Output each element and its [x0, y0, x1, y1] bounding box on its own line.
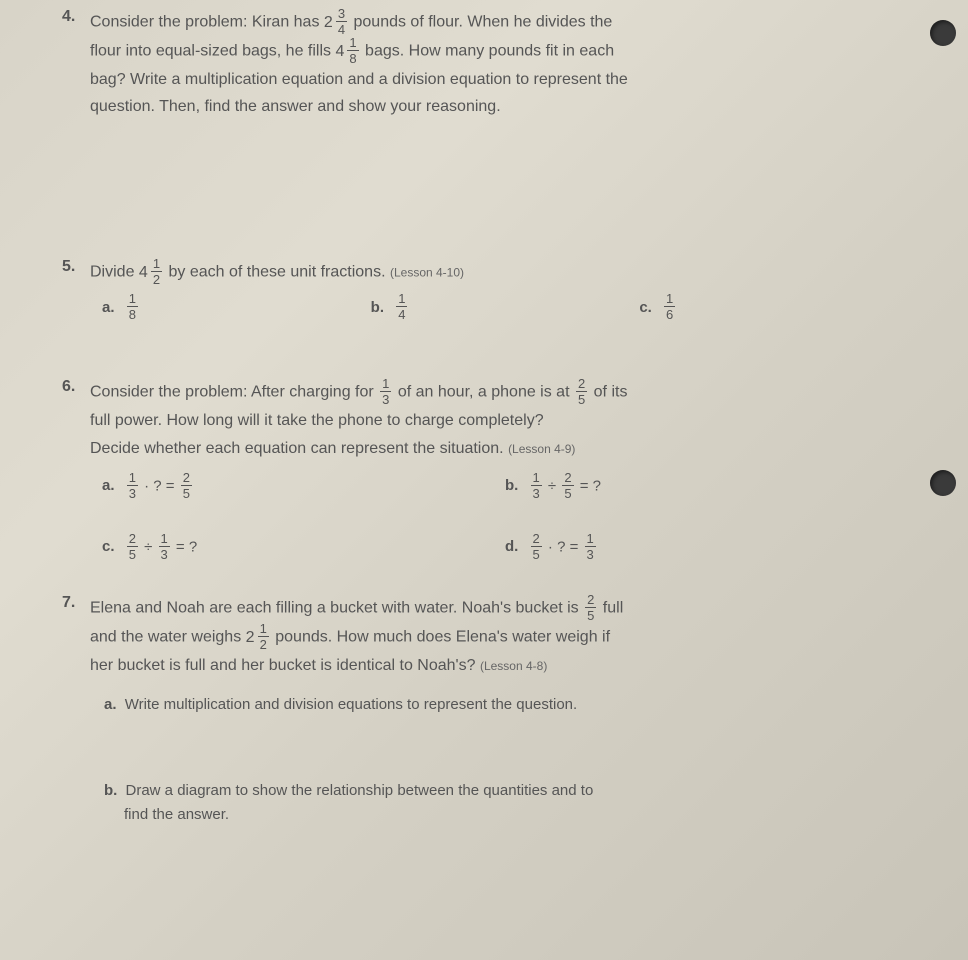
text: pounds. How much does Elena's water weig… [271, 628, 610, 645]
fraction: 25 [576, 377, 587, 406]
question-number: 6. [62, 378, 75, 396]
text: Write multiplication and division equati… [125, 696, 577, 713]
text: question. Then, find the answer and show… [90, 98, 501, 115]
mixed-fraction: 418 [335, 37, 360, 66]
text: pounds of flour. When he divides the [349, 14, 612, 31]
mixed-fraction: 234 [324, 8, 349, 37]
fraction: 13 [127, 471, 138, 500]
worksheet-page: 4. Consider the problem: Kiran has 234 p… [0, 0, 968, 875]
text: Draw a diagram to show the relationship … [126, 782, 594, 799]
lesson-ref: (Lesson 4-8) [480, 659, 547, 673]
option-c: c. 16 [639, 293, 908, 322]
option-c: c. 25 ÷ 13 = ? [102, 533, 505, 562]
option-a: a. 18 [102, 293, 371, 322]
text: bag? Write a multiplication equation and… [90, 71, 628, 88]
text: Decide whether each equation can represe… [90, 440, 504, 457]
fraction: 13 [585, 532, 596, 561]
text: bags. How many pounds fit in each [361, 43, 614, 60]
question-text: Elena and Noah are each filling a bucket… [90, 594, 908, 679]
fraction: 13 [531, 471, 542, 500]
text: Consider the problem: After charging for [90, 384, 378, 401]
question-text: Divide 412 by each of these unit fractio… [90, 258, 908, 287]
text: Elena and Noah are each filling a bucket… [90, 599, 583, 616]
text: find the answer. [124, 806, 229, 823]
fraction: 13 [380, 377, 391, 406]
text: of its [589, 384, 627, 401]
lesson-ref: (Lesson 4-10) [390, 266, 464, 280]
fraction: 16 [664, 292, 675, 321]
text: by each of these unit fractions. [164, 264, 385, 281]
option-b: b. 14 [371, 293, 640, 322]
mixed-fraction: 412 [139, 258, 164, 287]
text: Divide [90, 264, 139, 281]
text: Consider the problem: Kiran has [90, 14, 324, 31]
fraction: 25 [127, 532, 138, 561]
fraction: 25 [181, 471, 192, 500]
question-number: 7. [62, 594, 75, 612]
option-a: a. 13 · ? = 25 [102, 472, 505, 501]
text: and the water weighs [90, 628, 246, 645]
fraction: 18 [127, 292, 138, 321]
text: full [598, 599, 623, 616]
sub-question-a: a. Write multiplication and division equ… [104, 693, 908, 717]
option-d: d. 25 · ? = 13 [505, 533, 908, 562]
text: flour into equal-sized bags, he fills [90, 43, 335, 60]
text: full power. How long will it take the ph… [90, 412, 544, 429]
question-text: Consider the problem: Kiran has 234 poun… [90, 8, 908, 120]
question-number: 5. [62, 258, 75, 276]
question-7: 7. Elena and Noah are each filling a buc… [90, 594, 908, 827]
option-b: b. 13 ÷ 25 = ? [505, 472, 908, 501]
mixed-fraction: 212 [246, 623, 271, 652]
equation-options: a. 13 · ? = 25 b. 13 ÷ 25 = ? c. 25 ÷ 13… [102, 472, 908, 562]
fraction: 25 [585, 593, 596, 622]
lesson-ref: (Lesson 4-9) [508, 442, 575, 456]
question-text: Consider the problem: After charging for… [90, 378, 908, 461]
fraction: 25 [531, 532, 542, 561]
fraction: 14 [396, 292, 407, 321]
options: a. 18 b. 14 c. 16 [102, 293, 908, 322]
text: of an hour, a phone is at [393, 384, 574, 401]
fraction: 25 [562, 471, 573, 500]
question-number: 4. [62, 8, 75, 26]
question-6: 6. Consider the problem: After charging … [90, 378, 908, 561]
question-4: 4. Consider the problem: Kiran has 234 p… [90, 8, 908, 120]
fraction: 13 [159, 532, 170, 561]
text: her bucket is full and her bucket is ide… [90, 657, 476, 674]
sub-question-b: b. Draw a diagram to show the relationsh… [104, 779, 908, 827]
question-5: 5. Divide 412 by each of these unit frac… [90, 258, 908, 322]
